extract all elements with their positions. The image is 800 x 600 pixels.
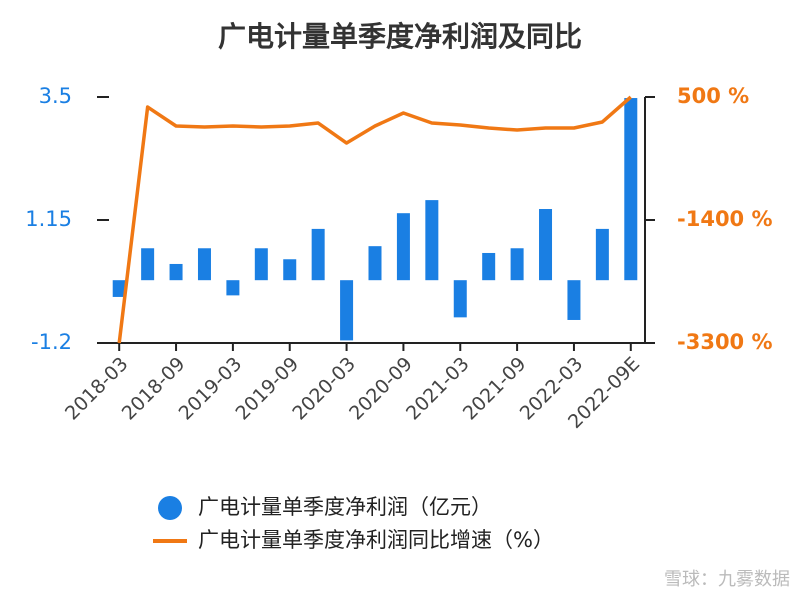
line xyxy=(117,95,632,344)
bar xyxy=(368,246,382,281)
bar xyxy=(453,280,467,318)
y-tick-label: 1.15 xyxy=(25,207,72,231)
bar xyxy=(482,252,496,281)
bar xyxy=(283,259,297,281)
bar xyxy=(197,248,211,281)
bar xyxy=(311,228,325,281)
bar xyxy=(539,209,553,281)
bar xyxy=(169,263,183,281)
watermark: 雪球：九雾数据 xyxy=(664,569,790,590)
bar xyxy=(425,200,439,281)
legend-label: 广电计量单季度净利润同比增速（%） xyxy=(198,528,554,552)
y-tick-label: 3.5 xyxy=(39,84,72,108)
bar xyxy=(567,280,581,320)
y2-tick-label: 500 % xyxy=(677,84,749,108)
bar xyxy=(396,213,410,281)
y2-tick-label: -3300 % xyxy=(677,330,773,354)
bar xyxy=(624,98,638,281)
bar xyxy=(226,280,240,296)
bar xyxy=(254,248,268,281)
legend-marker xyxy=(158,496,182,520)
bar xyxy=(340,280,354,341)
bar xyxy=(595,228,609,281)
bar xyxy=(141,248,155,281)
y-tick-label: -1.2 xyxy=(31,330,72,354)
legend-label: 广电计量单季度净利润（亿元） xyxy=(198,495,492,519)
bar xyxy=(112,280,126,297)
y2-tick-label: -1400 % xyxy=(677,207,773,231)
chart-title: 广电计量单季度净利润及同比 xyxy=(218,20,582,53)
bar xyxy=(510,248,524,281)
